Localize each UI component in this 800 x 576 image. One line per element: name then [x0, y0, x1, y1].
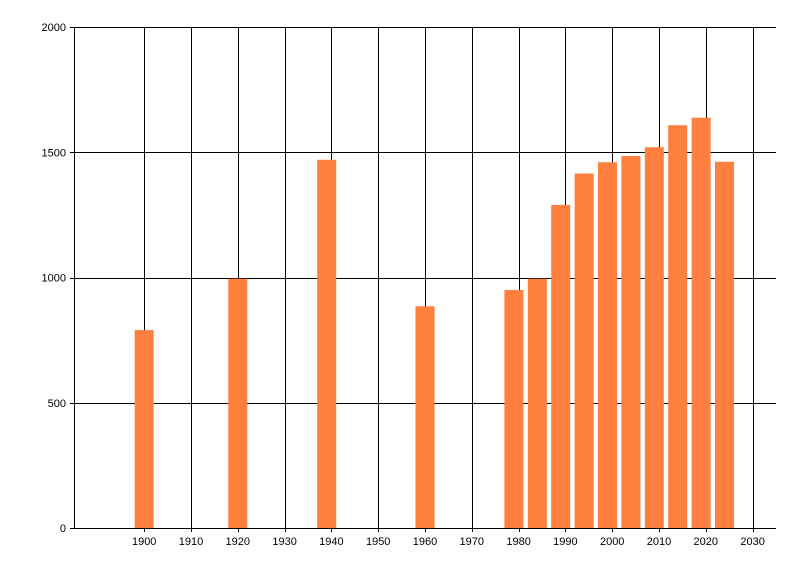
y-tick-label: 0 — [60, 523, 66, 535]
x-tick-label: 2030 — [740, 536, 764, 548]
bar — [527, 278, 547, 528]
x-tick-label: 1920 — [226, 536, 250, 548]
y-tick-label: 1000 — [42, 273, 66, 285]
bar — [134, 330, 154, 528]
y-tick-label: 2000 — [42, 22, 66, 34]
bar-series — [134, 117, 735, 529]
bar — [551, 204, 571, 529]
bar — [598, 162, 618, 528]
axes — [70, 27, 776, 532]
y-axis-tick-labels: 0 500 1000 1500 2000 — [42, 22, 66, 535]
bar — [621, 156, 641, 528]
x-tick-label: 1940 — [319, 536, 343, 548]
bar — [415, 306, 435, 528]
bar — [691, 117, 711, 528]
x-tick-label: 1980 — [506, 536, 530, 548]
bar — [228, 278, 248, 528]
bar — [644, 147, 664, 529]
bar — [715, 161, 735, 529]
bar — [504, 290, 524, 528]
x-tick-label: 1960 — [413, 536, 437, 548]
y-tick-label: 1500 — [42, 147, 66, 159]
y-tick-label: 500 — [48, 398, 66, 410]
bar — [317, 159, 337, 528]
x-tick-label: 2010 — [647, 536, 671, 548]
x-tick-label: 2000 — [600, 536, 624, 548]
x-axis-tick-labels: 1900 1910 1920 1930 1940 1950 1960 1970 1980 1990… — [132, 536, 765, 548]
x-tick-label: 1930 — [272, 536, 296, 548]
x-tick-label: 1970 — [460, 536, 484, 548]
x-tick-label: 1950 — [366, 536, 390, 548]
bar — [574, 173, 594, 529]
x-tick-label: 1990 — [553, 536, 577, 548]
x-tick-label: 1910 — [179, 536, 203, 548]
x-tick-label: 2020 — [694, 536, 718, 548]
x-tick-label: 1900 — [132, 536, 156, 548]
bar — [668, 125, 688, 529]
